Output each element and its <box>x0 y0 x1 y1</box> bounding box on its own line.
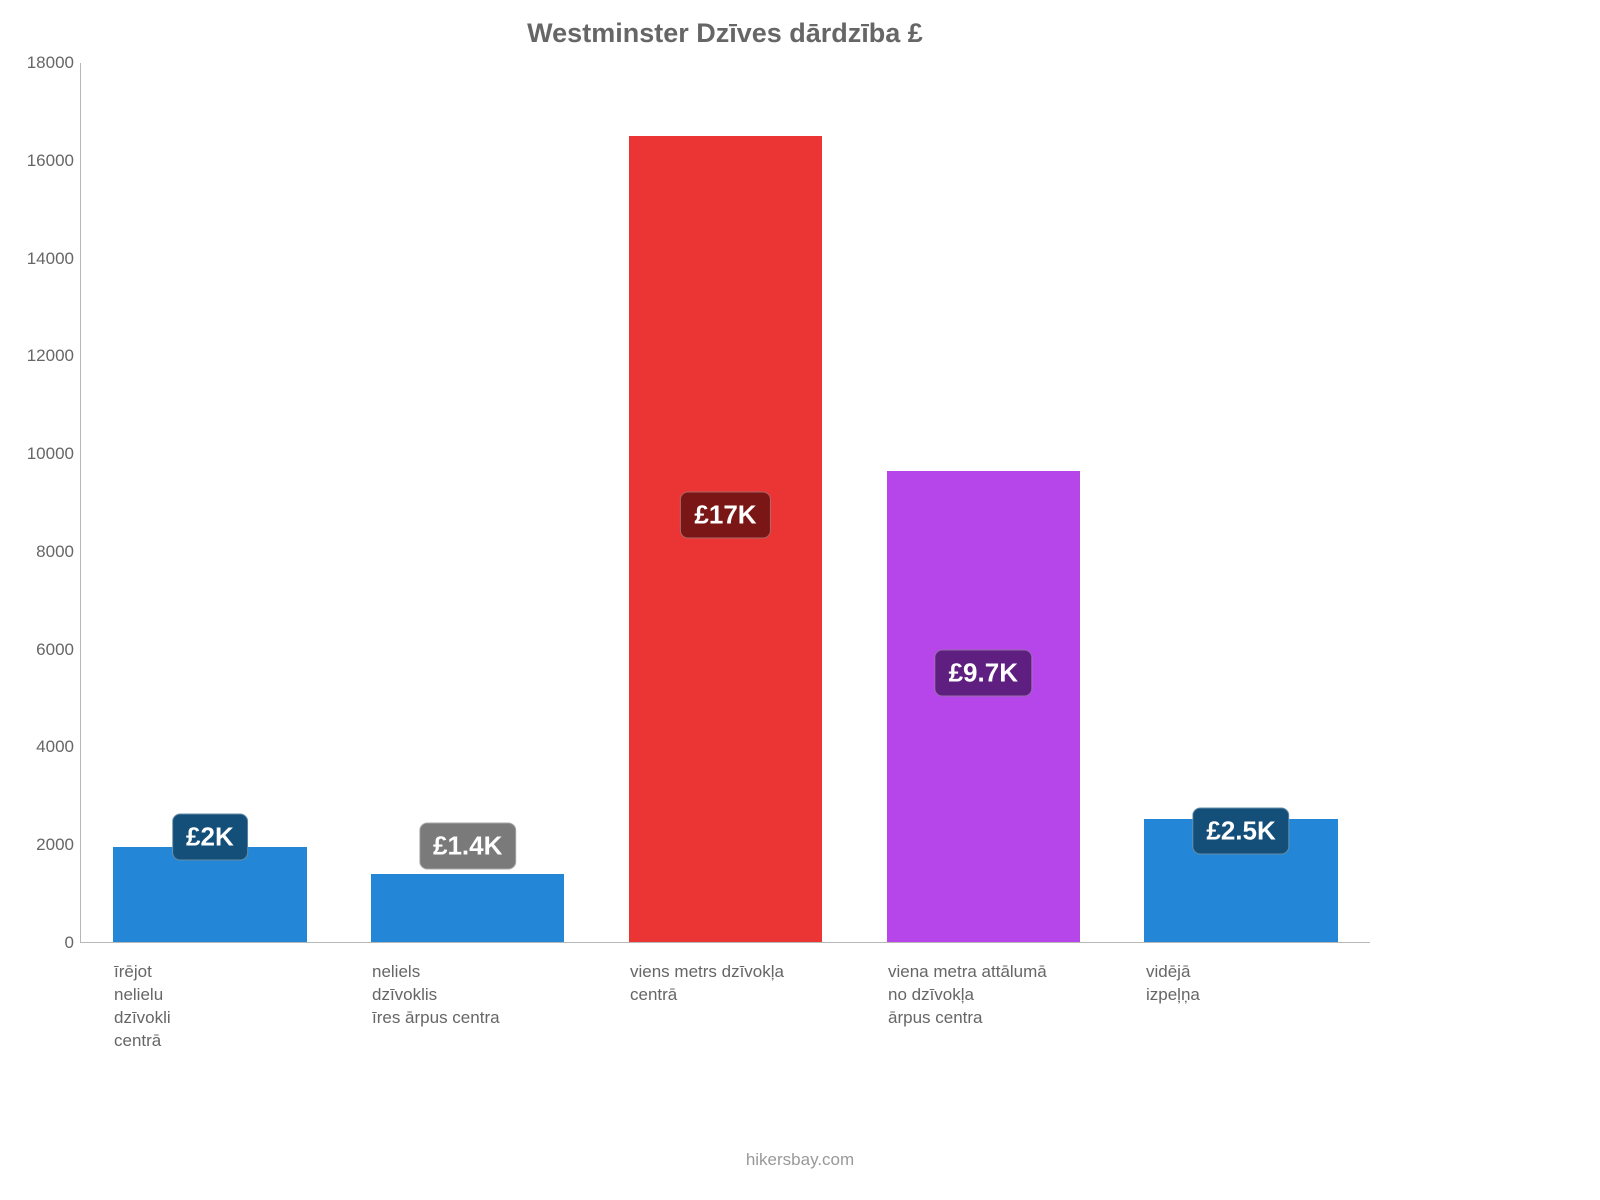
x-tick-line: vidējā <box>1146 961 1360 984</box>
y-tick: 12000 <box>14 346 74 366</box>
y-tick: 14000 <box>14 249 74 269</box>
bars-row: £2K £1.4K £17K £9.7K £2.5K <box>81 63 1370 942</box>
plot-area: 0200040006000800010000120001400016000180… <box>80 63 1370 943</box>
bar-slot: £17K <box>597 63 855 942</box>
y-tick: 10000 <box>14 444 74 464</box>
x-tick-line: ārpus centra <box>888 1007 1102 1030</box>
bar: £17K <box>629 136 822 942</box>
y-tick: 18000 <box>14 53 74 73</box>
x-tick-line: centrā <box>630 984 844 1007</box>
x-tick-line: centrā <box>114 1030 328 1053</box>
x-tick-line: īrējot <box>114 961 328 984</box>
y-tick: 2000 <box>14 835 74 855</box>
bar-slot: £9.7K <box>854 63 1112 942</box>
x-tick: vidējāizpeļņa <box>1112 961 1370 1053</box>
bar: £1.4K <box>371 874 564 942</box>
plot: £2K £1.4K £17K £9.7K £2.5K <box>80 63 1370 943</box>
chart-footer: hikersbay.com <box>0 1150 1600 1170</box>
bar: £2K <box>113 847 306 942</box>
x-tick-line: īres ārpus centra <box>372 1007 586 1030</box>
x-tick-line: neliels <box>372 961 586 984</box>
x-axis: īrējotnelieludzīvoklicentrānelielsdzīvok… <box>80 961 1370 1053</box>
bar-value-label: £9.7K <box>935 650 1032 697</box>
chart-container: Westminster Dzīves dārdzība £ 0200040006… <box>80 10 1370 1050</box>
bar: £9.7K <box>887 471 1080 942</box>
x-tick: viena metra attālumāno dzīvokļaārpus cen… <box>854 961 1112 1053</box>
x-tick-line: viens metrs dzīvokļa <box>630 961 844 984</box>
bar-slot: £2K <box>81 63 339 942</box>
x-tick: īrējotnelieludzīvoklicentrā <box>80 961 338 1053</box>
x-tick: viens metrs dzīvokļacentrā <box>596 961 854 1053</box>
chart-title: Westminster Dzīves dārdzība £ <box>80 10 1370 63</box>
bar-value-label: £17K <box>680 491 770 538</box>
bar-value-label: £2.5K <box>1192 808 1289 855</box>
y-tick: 8000 <box>14 542 74 562</box>
y-tick: 4000 <box>14 737 74 757</box>
bar: £2.5K <box>1144 819 1337 942</box>
y-tick: 0 <box>14 933 74 953</box>
bar-slot: £2.5K <box>1112 63 1370 942</box>
x-tick-line: no dzīvokļa <box>888 984 1102 1007</box>
y-tick: 6000 <box>14 640 74 660</box>
x-tick: nelielsdzīvoklisīres ārpus centra <box>338 961 596 1053</box>
bar-slot: £1.4K <box>339 63 597 942</box>
y-axis: 0200040006000800010000120001400016000180… <box>14 63 74 943</box>
bar-value-label: £2K <box>172 814 248 861</box>
x-tick-line: dzīvokli <box>114 1007 328 1030</box>
y-tick: 16000 <box>14 151 74 171</box>
bar-value-label: £1.4K <box>419 823 516 870</box>
x-tick-line: nelielu <box>114 984 328 1007</box>
x-tick-line: viena metra attālumā <box>888 961 1102 984</box>
x-tick-line: dzīvoklis <box>372 984 586 1007</box>
x-tick-line: izpeļņa <box>1146 984 1360 1007</box>
